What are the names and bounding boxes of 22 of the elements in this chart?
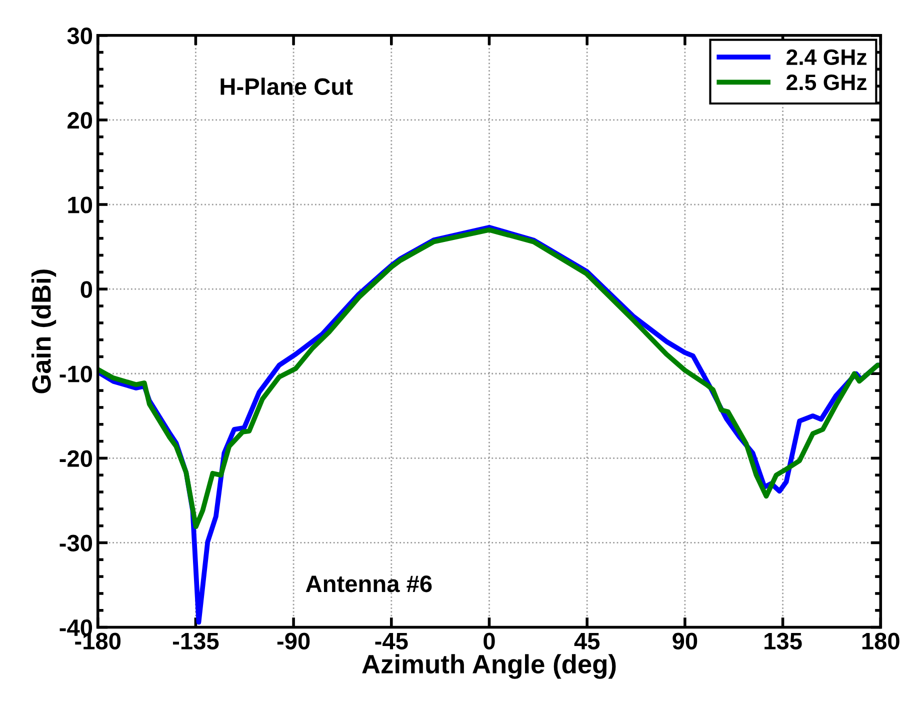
x-tick-label: 0 xyxy=(484,632,495,650)
x-tick-label: -90 xyxy=(277,632,310,650)
x-tick-label: -135 xyxy=(172,632,219,650)
y-tick-label: 20 xyxy=(68,112,92,129)
x-tick-label: 180 xyxy=(862,632,900,650)
y-tick-label: 0 xyxy=(80,281,92,298)
x-tick-label: 45 xyxy=(574,633,600,650)
y-tick-label: 30 xyxy=(67,27,92,44)
y-tick-label: -10 xyxy=(60,366,92,382)
x-tick-label: 135 xyxy=(764,632,802,650)
x-axis-title: Azimuth Angle (deg) xyxy=(362,654,616,679)
y-tick-label: -20 xyxy=(60,450,92,467)
x-tick-label: 90 xyxy=(672,632,698,650)
y-tick-label: 10 xyxy=(68,196,92,214)
annotation: Antenna #6 xyxy=(306,575,432,592)
legend-label: 2.4 GHz xyxy=(786,49,866,66)
x-tick-label: -45 xyxy=(375,633,408,650)
legend-label: 2.5 GHz xyxy=(786,74,866,90)
y-tick-label: -30 xyxy=(60,534,92,552)
y-axis-title: Gain (dBi) xyxy=(31,270,56,394)
annotation: H-Plane Cut xyxy=(220,78,353,96)
line-series xyxy=(98,227,881,530)
